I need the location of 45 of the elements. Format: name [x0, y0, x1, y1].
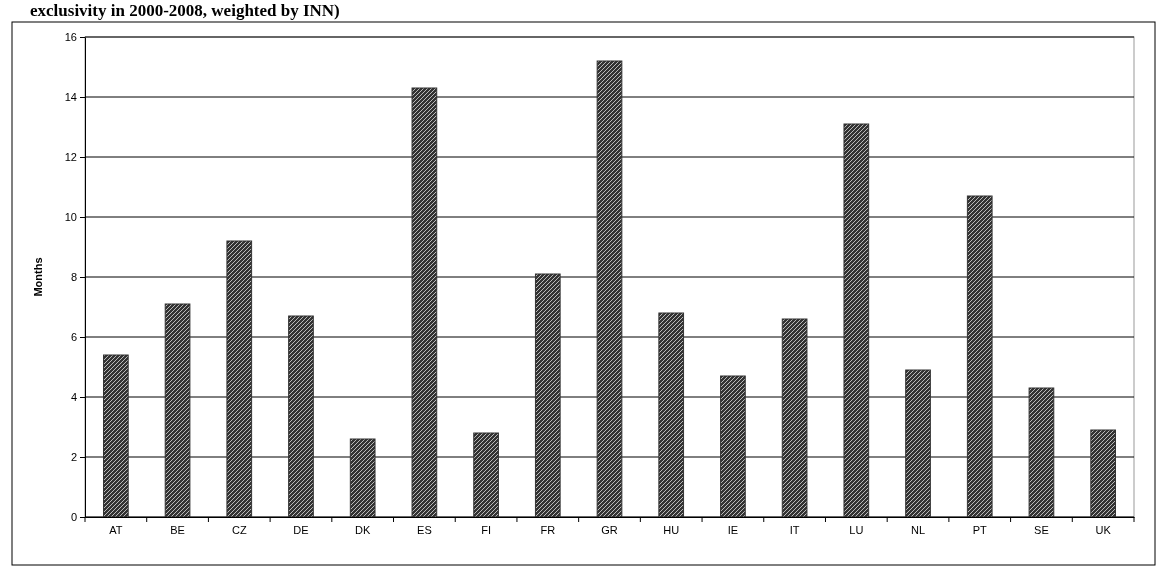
x-tick-label: IT — [789, 523, 800, 536]
bar — [473, 432, 499, 518]
x-tick-label: ES — [417, 523, 432, 536]
x-tick-label: NL — [911, 523, 926, 536]
x-tick-label: FI — [481, 523, 491, 536]
y-tick-label: 14 — [64, 91, 77, 104]
bar — [720, 375, 746, 518]
y-tick-label: 0 — [70, 511, 77, 524]
y-tick-label: 2 — [70, 451, 77, 464]
bar — [781, 318, 808, 518]
x-tick-label: SE — [1034, 523, 1049, 536]
x-tick-label: UK — [1095, 523, 1112, 536]
x-tick-label: GR — [601, 523, 618, 536]
bar — [1090, 429, 1116, 518]
y-tick-label: 8 — [70, 271, 77, 284]
y-tick-label: 6 — [70, 331, 77, 344]
bar — [596, 60, 623, 518]
bar — [349, 438, 376, 518]
bar — [905, 369, 931, 518]
bar — [226, 240, 253, 518]
x-tick-label: FR — [540, 523, 556, 536]
bar — [534, 273, 561, 518]
bar — [103, 354, 129, 518]
x-tick-label: LU — [849, 523, 864, 536]
x-tick-label: DK — [355, 523, 371, 536]
y-tick-label: 4 — [70, 391, 77, 404]
x-tick-label: CZ — [231, 523, 247, 536]
x-tick-label: DE — [293, 523, 309, 536]
x-tick-label: PT — [972, 523, 988, 536]
chart-title: exclusivity in 2000-2008, weighted by INN) — [30, 1, 340, 20]
y-axis-title: Months — [32, 257, 44, 297]
x-tick-label: BE — [170, 523, 185, 536]
x-tick-label: AT — [109, 523, 123, 536]
x-tick-label: HU — [663, 523, 680, 536]
bar — [411, 87, 438, 518]
bar — [1028, 387, 1055, 518]
x-tick-label: IE — [727, 523, 739, 536]
bar — [966, 195, 993, 518]
bar — [843, 123, 870, 518]
y-tick-label: 12 — [64, 151, 77, 164]
y-tick-label: 16 — [64, 31, 77, 44]
bar — [288, 315, 314, 518]
y-tick-label: 10 — [64, 211, 77, 224]
bar — [658, 312, 685, 518]
bar — [164, 303, 191, 518]
